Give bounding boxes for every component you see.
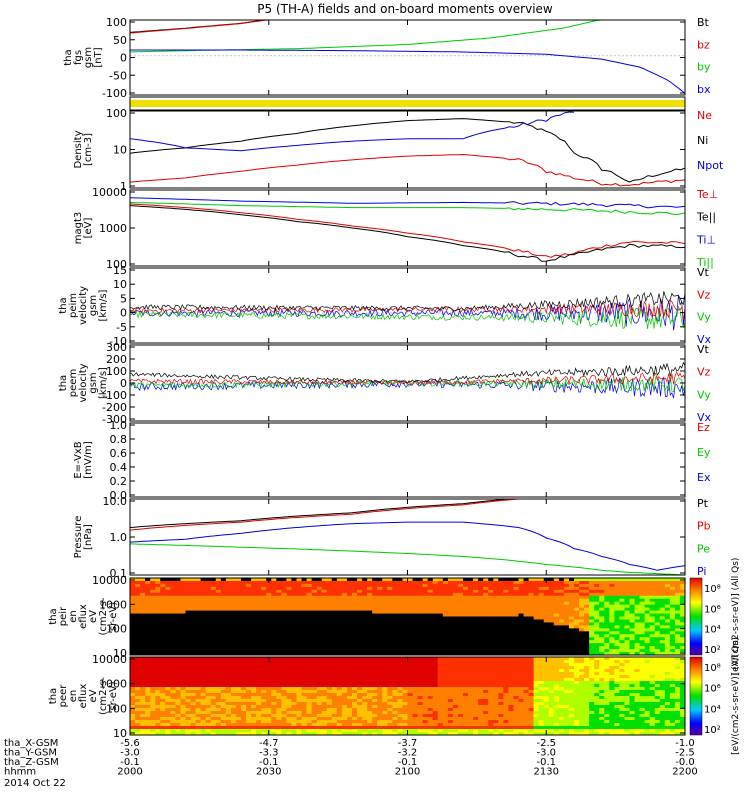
spec_e-colorbar-label: [eV/(cm2-s-sr-eV)] (All Qs) xyxy=(731,637,741,755)
pressure-ylabel: [nPa] xyxy=(83,524,94,550)
panel-strip xyxy=(130,97,685,110)
xaxis-date: 2014 Oct 22 xyxy=(4,778,66,789)
density-legend-ni: Ni xyxy=(697,134,708,147)
efield-ytick-label: 0.6 xyxy=(110,447,128,460)
efield-legend-ex: Ex xyxy=(697,471,711,484)
pressure-ytick-label: 10.0 xyxy=(103,495,128,508)
efield-legend-ez: Ez xyxy=(697,421,710,434)
temp-ytick-label: 10000 xyxy=(92,186,127,199)
efield-ytick-label: 0.2 xyxy=(110,475,128,488)
fgs-legend-bx: bx xyxy=(697,83,711,96)
efield-ylabel: [mV/m] xyxy=(83,441,94,479)
fgs-series-by xyxy=(130,20,602,52)
xaxis-tick-hhmm: 2000 xyxy=(117,767,142,778)
fgs-ytick-label: 100 xyxy=(106,16,127,29)
pressure-series-pt xyxy=(130,499,519,528)
spec_i-colorbar-tick: 10⁶ xyxy=(704,604,721,615)
spec_e-ytick-label: 10000 xyxy=(92,653,127,666)
temp-ylabel: [eV] xyxy=(83,218,94,239)
density-series-ni xyxy=(130,119,685,182)
density-ylabel: [cm-3] xyxy=(83,133,94,166)
spec_i-colorbar-tick: 10⁸ xyxy=(704,584,721,595)
fgs-series-bx xyxy=(130,50,685,93)
spec_e-colorbar-tick: 10⁴ xyxy=(704,704,721,715)
xaxis-tick-hhmm: 2100 xyxy=(395,767,420,778)
temp-legend-ti: Ti⊥ xyxy=(696,233,716,246)
density-legend-npot: Npot xyxy=(697,159,724,172)
pressure-legend-pt: Pt xyxy=(697,497,709,510)
spec_i-colorbar-tick: 10⁴ xyxy=(704,625,721,636)
spec_e-colorbar-tick: 10⁶ xyxy=(704,684,721,695)
spec_i-colorbar-tick: 10² xyxy=(704,645,721,656)
temp-series-ti xyxy=(130,202,685,214)
vel_e-legend-vz: Vz xyxy=(697,366,711,379)
xaxis-tick-hhmm: 2030 xyxy=(256,767,281,778)
vel_i-legend-vz: Vz xyxy=(697,288,711,301)
vel_e-ylabel: [km/s] xyxy=(98,367,109,399)
vel_i-ylabel: [km/s] xyxy=(98,289,109,321)
spec_i-ytick-label: 10000 xyxy=(92,574,127,587)
pressure-legend-pb: Pb xyxy=(697,520,711,533)
efield-ytick-label: 0.4 xyxy=(110,461,128,474)
fgs-legend-by: by xyxy=(697,61,711,74)
spec_i-heatmap xyxy=(130,578,686,656)
spec_e-ylabel: sr-eV) xyxy=(108,681,119,710)
fgs-ytick-label: -100 xyxy=(102,87,127,100)
fgs-ytick-label: 50 xyxy=(113,34,127,47)
temp-series-ti xyxy=(130,198,685,208)
vel_i-legend-vy: Vy xyxy=(697,311,711,324)
fgs-legend-bt: Bt xyxy=(697,16,710,29)
density-ytick-label: 10 xyxy=(113,144,127,157)
spec_e-heatmap xyxy=(130,657,686,736)
efield-ytick-label: 1.0 xyxy=(110,419,128,432)
efield-ytick-label: 0.8 xyxy=(110,433,128,446)
fgs-series-bt xyxy=(130,20,269,32)
figure-title: P5 (TH-A) fields and on-board moments ov… xyxy=(257,2,553,16)
spec_e-colorbar-tick: 10⁸ xyxy=(704,663,721,674)
fgs-ylabel: [nT] xyxy=(93,47,104,67)
xaxis-tick-hhmm: 2130 xyxy=(534,767,559,778)
temp-legend-te: Te|| xyxy=(696,211,716,224)
density-legend-ne: Ne xyxy=(697,109,712,122)
pressure-legend-pi: Pi xyxy=(697,565,706,578)
yellow-strip-bar xyxy=(130,100,685,107)
vel_i-ytick-label: 15 xyxy=(113,264,127,277)
density-series-npot xyxy=(130,112,574,151)
temp-legend-te: Te⊥ xyxy=(696,188,718,201)
spec_i-colorbar xyxy=(690,578,702,655)
spec_e-colorbar-tick: 10² xyxy=(704,725,721,736)
xaxis-row-label: hhmm xyxy=(4,767,36,778)
fgs-ytick-label: 0 xyxy=(120,52,127,65)
vel_i-ytick-label: 10 xyxy=(113,278,127,291)
pressure-ytick-label: 1.0 xyxy=(110,531,128,544)
efield-legend-ey: Ey xyxy=(697,446,711,459)
spec_i-ylabel: sr-eV) xyxy=(108,602,119,631)
vel_i-ytick-label: -5 xyxy=(116,321,127,334)
xaxis-tick-hhmm: 2200 xyxy=(672,767,697,778)
vel_i-ytick-label: 0 xyxy=(120,307,127,320)
vel_i-series-vt xyxy=(130,291,685,311)
vel_e-legend-vt: Vt xyxy=(697,343,710,356)
fgs-legend-bz: bz xyxy=(697,38,710,51)
pressure-legend-pe: Pe xyxy=(697,542,710,555)
density-ytick-label: 100 xyxy=(106,107,127,120)
vel_i-legend-vt: Vt xyxy=(697,266,710,279)
vel_i-ytick-label: 5 xyxy=(120,292,127,305)
temp-ytick-label: 1000 xyxy=(99,222,127,235)
vel_e-legend-vy: Vy xyxy=(697,388,711,401)
fgs-ytick-label: -50 xyxy=(109,69,127,82)
spec_e-colorbar xyxy=(690,657,702,735)
